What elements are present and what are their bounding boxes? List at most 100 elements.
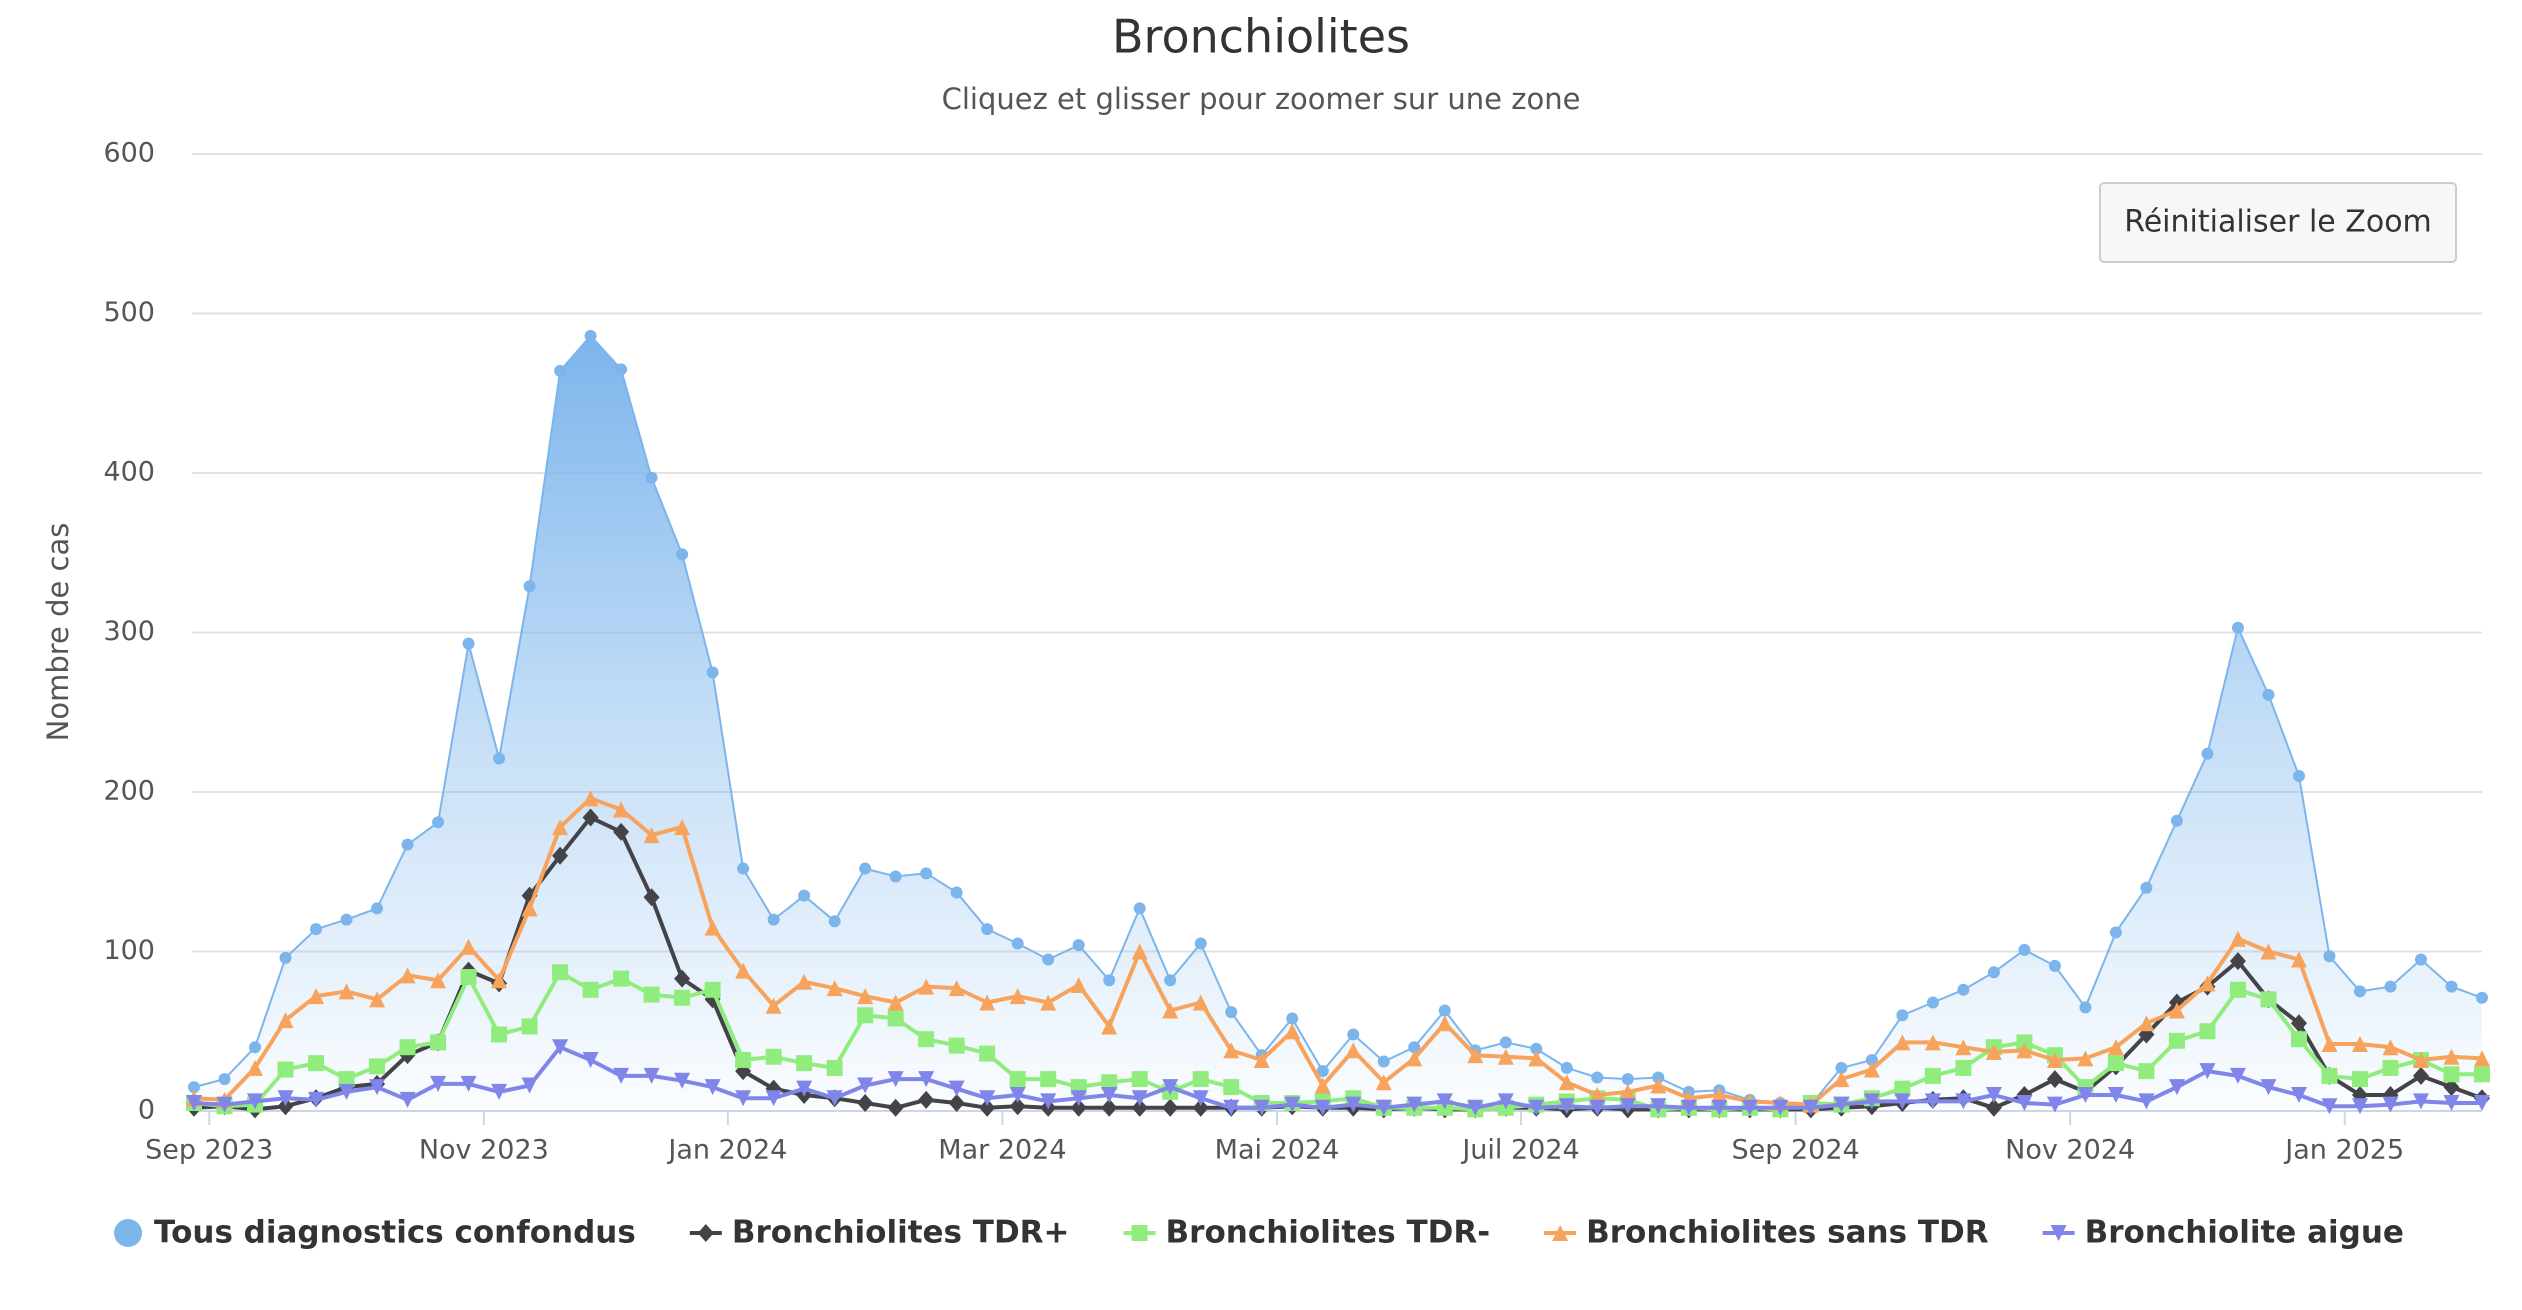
marker — [1253, 1099, 1270, 1116]
marker — [338, 983, 355, 1000]
marker — [2382, 1039, 2399, 1056]
marker — [2199, 1023, 2216, 1040]
marker — [1894, 1093, 1911, 1110]
marker — [277, 1061, 294, 1078]
y-axis-title: Nombre de cas — [41, 523, 75, 742]
marker — [826, 980, 843, 997]
reset-zoom-button[interactable]: Réinitialiser le Zoom — [2099, 182, 2457, 263]
y-tick-label: 300 — [103, 616, 155, 647]
marker — [2168, 1032, 2185, 1049]
marker — [340, 913, 353, 926]
marker — [310, 923, 323, 936]
marker — [2443, 1095, 2460, 1112]
legend: Tous diagnostics confondus Bronchiolites … — [114, 1215, 2404, 1251]
marker — [979, 1090, 996, 1107]
marker — [1375, 1074, 1392, 1091]
marker — [1558, 1098, 1575, 1115]
marker — [1987, 966, 2000, 979]
marker — [2353, 985, 2366, 998]
marker — [1286, 1012, 1299, 1025]
marker — [674, 819, 691, 836]
marker — [523, 580, 536, 593]
legend-label: Bronchiolites TDR+ — [732, 1215, 1070, 1251]
legend-item[interactable]: Bronchiolites TDR+ — [689, 1215, 1070, 1251]
marker — [188, 1081, 200, 1094]
marker — [2290, 1087, 2307, 1104]
marker — [2048, 959, 2061, 972]
marker — [1955, 1059, 1972, 1076]
marker — [918, 1071, 935, 1088]
marker — [2351, 1098, 2368, 1115]
marker — [735, 1051, 752, 1068]
marker — [216, 1096, 233, 1113]
button-label[interactable]: Réinitialiser le Zoom — [2124, 205, 2432, 240]
series-line — [193, 970, 2482, 1112]
marker — [2474, 1050, 2490, 1067]
marker — [1011, 937, 1024, 950]
marker — [798, 889, 811, 902]
legend-item[interactable]: Bronchiolites TDR- — [1123, 1215, 1491, 1251]
legend-item[interactable]: Bronchiolites sans TDR — [1544, 1215, 1989, 1251]
x-tick-label: Sep 2023 — [145, 1135, 273, 1166]
marker — [1924, 1093, 1941, 1110]
marker — [857, 1094, 874, 1113]
marker — [1253, 1051, 1270, 1068]
marker — [1408, 1041, 1421, 1054]
marker — [2170, 814, 2183, 827]
marker — [2077, 1087, 2094, 1104]
marker — [1042, 953, 1055, 966]
legend-item[interactable]: Tous diagnostics confondus — [114, 1215, 636, 1251]
marker — [2445, 980, 2458, 993]
marker — [1103, 974, 1116, 987]
marker — [1070, 1090, 1087, 1107]
legend-symbol — [1552, 1225, 1569, 1241]
marker — [706, 666, 719, 679]
marker — [491, 972, 508, 989]
marker — [2382, 1096, 2399, 1113]
x-tick-label: Sep 2024 — [1732, 1135, 1860, 1166]
legend-label: Bronchiolites TDR- — [1166, 1215, 1491, 1251]
marker — [643, 888, 660, 907]
marker — [2412, 1051, 2429, 1068]
marker — [2321, 1036, 2338, 1053]
legend-item[interactable]: Bronchiolite aigue — [2042, 1215, 2404, 1251]
marker — [674, 989, 691, 1006]
marker — [369, 1079, 386, 1096]
marker — [1985, 1098, 2002, 1117]
marker — [1284, 1096, 1301, 1113]
marker — [2138, 1093, 2155, 1110]
chart-subtitle: Cliquez et glisser pour zoomer sur une z… — [942, 82, 1581, 116]
marker — [1985, 1087, 2002, 1104]
marker — [1802, 1099, 1819, 1116]
marker — [2476, 991, 2488, 1004]
marker — [2229, 930, 2246, 947]
marker — [1192, 994, 1209, 1011]
marker — [552, 1039, 569, 1056]
marker — [859, 862, 872, 875]
marker — [1406, 1096, 1423, 1113]
marker — [613, 822, 630, 841]
series — [186, 790, 2490, 1113]
marker — [1131, 1071, 1148, 1088]
marker — [521, 1077, 538, 1094]
marker — [796, 1080, 813, 1097]
marker — [2262, 688, 2275, 701]
marker — [1223, 1099, 1240, 1116]
button-box[interactable] — [2099, 182, 2457, 263]
marker — [1040, 1071, 1057, 1088]
area-line — [193, 334, 2483, 1106]
marker — [308, 1091, 325, 1108]
marker — [1497, 1093, 1514, 1110]
marker — [979, 1045, 996, 1062]
marker — [2292, 770, 2305, 783]
marker — [1314, 1077, 1331, 1094]
marker — [1650, 1077, 1667, 1094]
marker — [2201, 747, 2214, 760]
marker — [1985, 1043, 2002, 1060]
marker — [462, 637, 475, 650]
marker — [1894, 1034, 1911, 1051]
marker — [1040, 994, 1057, 1011]
y-tick-label: 600 — [103, 138, 155, 169]
marker — [645, 471, 658, 484]
marker — [1863, 1061, 1880, 1078]
